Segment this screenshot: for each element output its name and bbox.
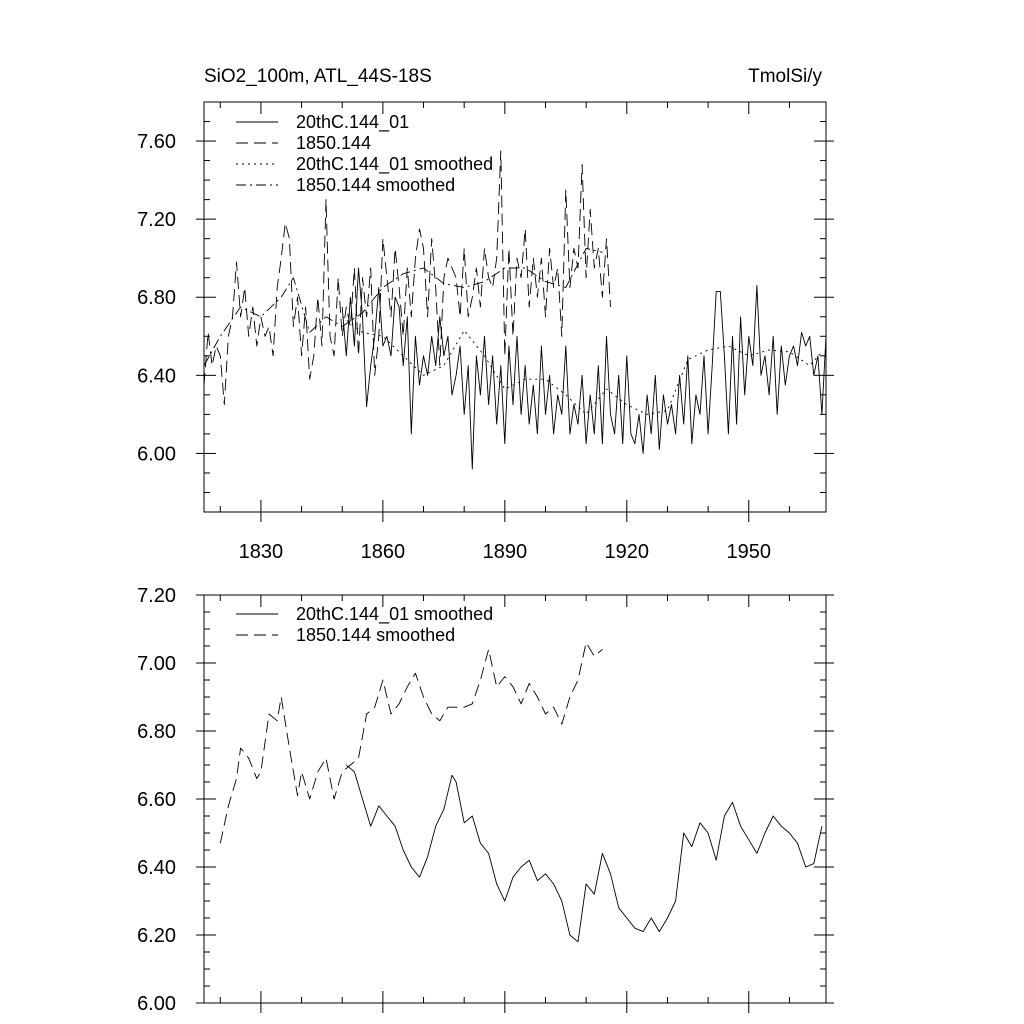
series-line-1 — [204, 150, 611, 406]
y-tick-label: 6.40 — [137, 857, 176, 879]
y-tick-label: 6.00 — [137, 443, 176, 465]
series-line-2 — [341, 316, 823, 415]
y-tick-label: 7.20 — [137, 209, 176, 231]
legend-label: 20thC.144_01 — [296, 112, 409, 133]
series-line-3 — [204, 247, 603, 366]
y-tick-label: 7.60 — [137, 131, 176, 153]
units-label: TmolSi/y — [748, 66, 822, 87]
y-tick-label: 6.40 — [137, 365, 176, 387]
legend-label: 20thC.144_01 smoothed — [296, 604, 493, 625]
x-tick-label: 1920 — [605, 541, 650, 563]
y-tick-label: 6.80 — [137, 287, 176, 309]
chart-title: SiO2_100m, ATL_44S-18S — [204, 66, 432, 87]
y-tick-label: 6.00 — [137, 993, 176, 1015]
plot-frame — [203, 101, 827, 513]
x-tick-label: 1890 — [483, 541, 528, 563]
x-tick-label: 1830 — [239, 541, 284, 563]
legend-label: 1850.144 — [296, 133, 371, 153]
series-line-1 — [219, 642, 603, 844]
y-tick-label: 7.00 — [137, 653, 176, 675]
y-tick-label: 6.20 — [137, 925, 176, 947]
legend-label: 20thC.144_01 smoothed — [296, 154, 493, 175]
top-panel: 1830 1860 1890 1920 1950 6.00 6.40 6.80 7.20 7.60… — [137, 66, 834, 563]
legend-label: 1850.144 smoothed — [296, 625, 455, 645]
x-tick-label: 1860 — [361, 541, 406, 563]
series-group — [204, 150, 826, 470]
legend-label: 1850.144 smoothed — [296, 175, 455, 195]
series-line-0 — [346, 764, 823, 943]
y-tick-label: 6.60 — [137, 789, 176, 811]
series-group — [219, 642, 823, 943]
plot-frame — [203, 594, 827, 1004]
y-tick-label: 7.20 — [137, 585, 176, 607]
y-tick-label: 6.80 — [137, 721, 176, 743]
series-line-0 — [341, 267, 826, 470]
x-tick-label: 1950 — [727, 541, 772, 563]
bottom-panel: 6.00 6.20 6.40 6.60 6.80 7.00 7.20 20thC.144_01… — [137, 585, 834, 1015]
